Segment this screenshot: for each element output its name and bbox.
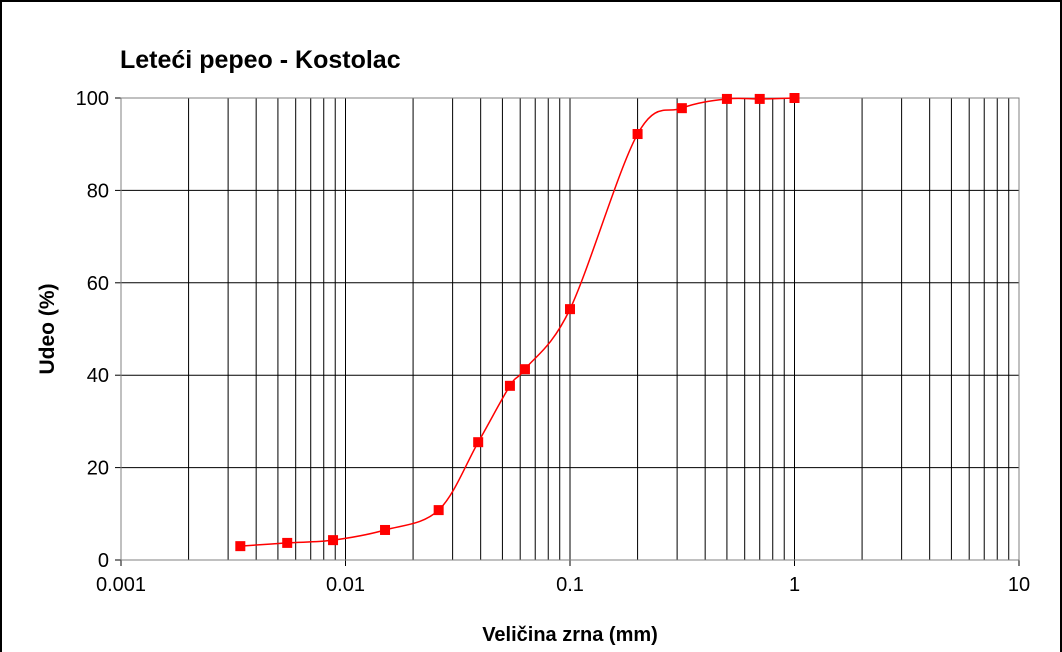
data-point bbox=[235, 541, 246, 552]
x-tick-label: 1 bbox=[789, 574, 800, 596]
data-point bbox=[380, 524, 391, 535]
data-point bbox=[632, 129, 643, 140]
data-point bbox=[754, 93, 765, 104]
data-point bbox=[473, 437, 484, 448]
y-tick-label: 0 bbox=[98, 550, 109, 572]
y-tick-label: 60 bbox=[87, 273, 109, 295]
y-tick-label: 80 bbox=[87, 180, 109, 202]
plot-frame bbox=[120, 97, 1020, 561]
x-axis-label: Veličina zrna (mm) bbox=[482, 624, 658, 646]
y-tick-label: 40 bbox=[87, 365, 109, 387]
data-point bbox=[565, 304, 575, 315]
data-point bbox=[282, 537, 293, 548]
x-tick-label: 0.1 bbox=[556, 574, 584, 596]
x-tick-label: 0.01 bbox=[326, 574, 365, 596]
data-point bbox=[504, 380, 515, 391]
data-point bbox=[328, 535, 339, 546]
data-point bbox=[519, 364, 530, 375]
x-tick-label: 0.001 bbox=[96, 574, 146, 596]
data-point bbox=[676, 103, 687, 114]
data-point bbox=[433, 505, 444, 516]
y-tick-label: 20 bbox=[87, 458, 109, 480]
x-tick-label: 10 bbox=[1008, 574, 1030, 596]
chart-title: Leteći pepeo - Kostolac bbox=[120, 46, 401, 74]
y-axis-label: Udeo (%) bbox=[36, 284, 59, 375]
y-tick-label: 100 bbox=[76, 88, 109, 110]
data-point bbox=[789, 93, 800, 103]
data-point bbox=[721, 93, 732, 104]
